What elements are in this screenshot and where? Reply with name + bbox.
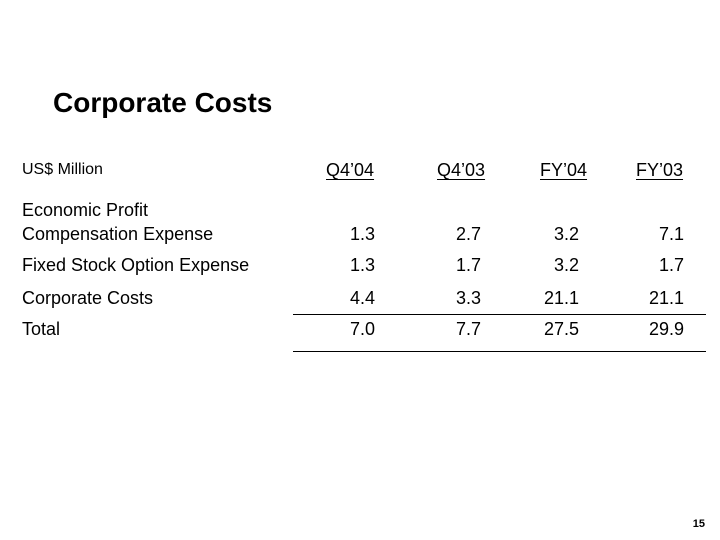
total-rule-top <box>293 314 706 315</box>
page-number: 15 <box>692 518 705 530</box>
table-cell: 21.1 <box>648 288 684 308</box>
column-header-q4-03: Q4’03 <box>437 160 486 180</box>
unit-label: US$ Million <box>22 161 103 178</box>
table-cell: 7.7 <box>455 319 481 339</box>
table-cell: 3.2 <box>553 224 579 244</box>
row-label: Total <box>22 319 61 339</box>
table-cell: 1.7 <box>658 255 684 275</box>
table-cell: 1.7 <box>455 255 481 275</box>
row-label: Fixed Stock Option Expense <box>22 255 250 275</box>
row-label: Economic Profit <box>22 200 149 220</box>
row-label: Compensation Expense <box>22 224 214 244</box>
page-title: Corporate Costs <box>53 87 273 118</box>
table-cell: 29.9 <box>648 319 684 339</box>
table-cell: 3.2 <box>553 255 579 275</box>
table-cell: 21.1 <box>543 288 579 308</box>
table-cell: 7.0 <box>349 319 375 339</box>
total-rule-bottom <box>293 351 706 352</box>
table-cell: 2.7 <box>455 224 481 244</box>
table-cell: 3.3 <box>455 288 481 308</box>
column-header-fy-03: FY’03 <box>636 160 684 180</box>
column-header-fy-04: FY’04 <box>540 160 588 180</box>
table-cell: 27.5 <box>543 319 579 339</box>
table-cell: 4.4 <box>349 288 375 308</box>
table-cell: 7.1 <box>658 224 684 244</box>
column-header-q4-04: Q4’04 <box>326 160 375 180</box>
row-label: Corporate Costs <box>22 288 154 308</box>
table-cell: 1.3 <box>349 255 375 275</box>
table-cell: 1.3 <box>349 224 375 244</box>
